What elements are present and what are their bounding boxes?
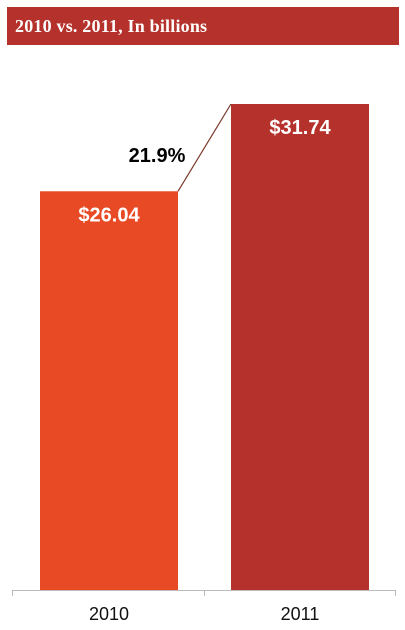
bar-value-label: $26.04: [78, 204, 140, 226]
chart-title: 2010 vs. 2011, In billions: [15, 15, 208, 36]
bar-2011: [231, 104, 369, 590]
bar-value-label: $31.74: [269, 117, 331, 139]
title-bar: 2010 vs. 2011, In billions: [7, 7, 399, 45]
x-tick-label: 2010: [89, 604, 129, 624]
growth-percentage-label: 21.9%: [129, 145, 186, 167]
bar-2010: [40, 191, 178, 590]
x-tick-label: 2011: [281, 604, 320, 624]
growth-connector-line: [177, 103, 232, 192]
